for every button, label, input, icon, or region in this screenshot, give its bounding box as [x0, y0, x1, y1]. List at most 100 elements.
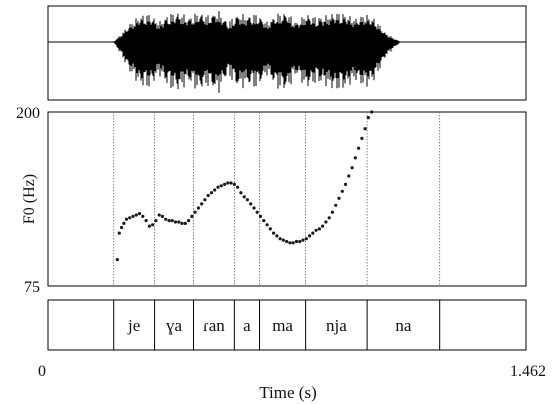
f0-point-62 [314, 228, 318, 232]
f0-point-65 [324, 220, 328, 224]
f0-point-58 [301, 238, 305, 242]
f0-point-31 [213, 188, 217, 192]
f0-point-23 [187, 219, 191, 223]
f0-point-0 [115, 258, 119, 262]
f0-point-25 [193, 210, 197, 214]
f0-point-47 [265, 223, 269, 227]
f0-point-14 [157, 213, 161, 217]
f0-point-40 [242, 195, 246, 199]
f0-point-2 [120, 225, 124, 230]
segment-label-1: ɣa [166, 316, 183, 335]
f0-point-69 [337, 196, 341, 200]
f0-point-27 [200, 202, 204, 206]
f0-point-42 [249, 202, 253, 206]
f0-point-49 [272, 231, 276, 235]
f0-series [115, 110, 374, 262]
f0-point-52 [281, 238, 285, 242]
segment-label-5: nja [326, 316, 347, 335]
f0-point-11 [147, 224, 151, 228]
f0-point-6 [131, 214, 135, 218]
f0-point-3 [122, 221, 126, 225]
f0-point-22 [183, 221, 187, 225]
f0-point-78 [366, 116, 370, 120]
f0-point-13 [154, 219, 158, 223]
x-tick-max: 1.462 [510, 363, 546, 380]
y-tick-min: 75 [24, 279, 40, 296]
f0-point-7 [134, 213, 138, 217]
f0-point-15 [160, 214, 164, 218]
f0-point-50 [275, 234, 279, 238]
f0-point-34 [223, 182, 227, 186]
f0-point-43 [252, 206, 256, 210]
f0-point-38 [236, 185, 240, 189]
segment-label-2: ɾan [203, 316, 225, 335]
f0-point-76 [360, 136, 364, 140]
f0-point-71 [343, 182, 348, 186]
f0-point-61 [311, 231, 315, 235]
segment-label-6: na [395, 316, 412, 335]
f0-point-72 [347, 174, 351, 178]
f0-point-1 [117, 231, 121, 235]
f0-point-64 [321, 224, 325, 228]
f0-point-68 [334, 203, 338, 207]
x-axis-label: Time (s) [259, 383, 316, 402]
f0-point-5 [128, 216, 132, 220]
f0-point-20 [177, 220, 181, 224]
f0-point-70 [340, 189, 344, 193]
f0-point-79 [370, 110, 374, 114]
y-tick-max: 200 [16, 105, 40, 122]
f0-point-56 [294, 239, 299, 244]
f0-point-24 [190, 214, 194, 218]
waveform-trace [113, 11, 402, 93]
f0-point-48 [268, 227, 272, 231]
f0-point-57 [298, 239, 302, 244]
f0-point-46 [262, 219, 266, 223]
f0-point-75 [357, 146, 361, 150]
f0-point-66 [327, 216, 331, 220]
f0-point-41 [245, 198, 249, 202]
f0-point-26 [196, 206, 200, 210]
f0-point-51 [278, 237, 282, 241]
f0-point-35 [226, 181, 230, 185]
f0-point-74 [353, 156, 357, 160]
f0-point-67 [330, 210, 334, 214]
f0-point-17 [167, 219, 171, 223]
x-tick-min: 0 [38, 363, 46, 380]
f0-point-39 [239, 191, 243, 195]
y-axis-label: F0 (Hz) [21, 174, 38, 224]
f0-point-30 [209, 191, 214, 195]
f0-point-29 [206, 193, 210, 198]
f0-point-63 [317, 227, 321, 231]
f0-point-33 [219, 184, 223, 188]
f0-point-28 [203, 198, 207, 202]
f0-point-32 [216, 185, 220, 189]
f0-point-45 [258, 214, 263, 218]
f0-point-10 [144, 219, 148, 223]
segment-tier: je ɣa ɾan a ma nja na [113, 300, 441, 350]
f0-point-36 [229, 181, 233, 185]
segment-label-0: je [127, 316, 140, 335]
f0-point-9 [141, 214, 145, 218]
f0-point-12 [151, 223, 155, 227]
f0-point-4 [124, 217, 129, 221]
waveform [48, 11, 526, 93]
f0-point-21 [180, 221, 184, 225]
pitch-panel [47, 111, 527, 287]
f0-point-55 [291, 241, 295, 245]
waveform-panel [47, 5, 527, 101]
f0-point-60 [308, 234, 312, 238]
f0-point-77 [363, 127, 367, 131]
segment-label-3: a [243, 316, 251, 335]
tier-panel [47, 299, 527, 351]
f0-point-37 [232, 182, 236, 186]
f0-point-19 [173, 220, 178, 224]
f0-point-44 [255, 210, 259, 214]
f0-point-73 [350, 166, 354, 170]
f0-point-59 [304, 237, 308, 241]
segment-boundaries [113, 112, 441, 286]
f0-point-8 [137, 212, 142, 216]
f0-point-18 [170, 219, 174, 223]
f0-point-16 [164, 217, 168, 221]
segment-label-4: ma [272, 316, 293, 335]
